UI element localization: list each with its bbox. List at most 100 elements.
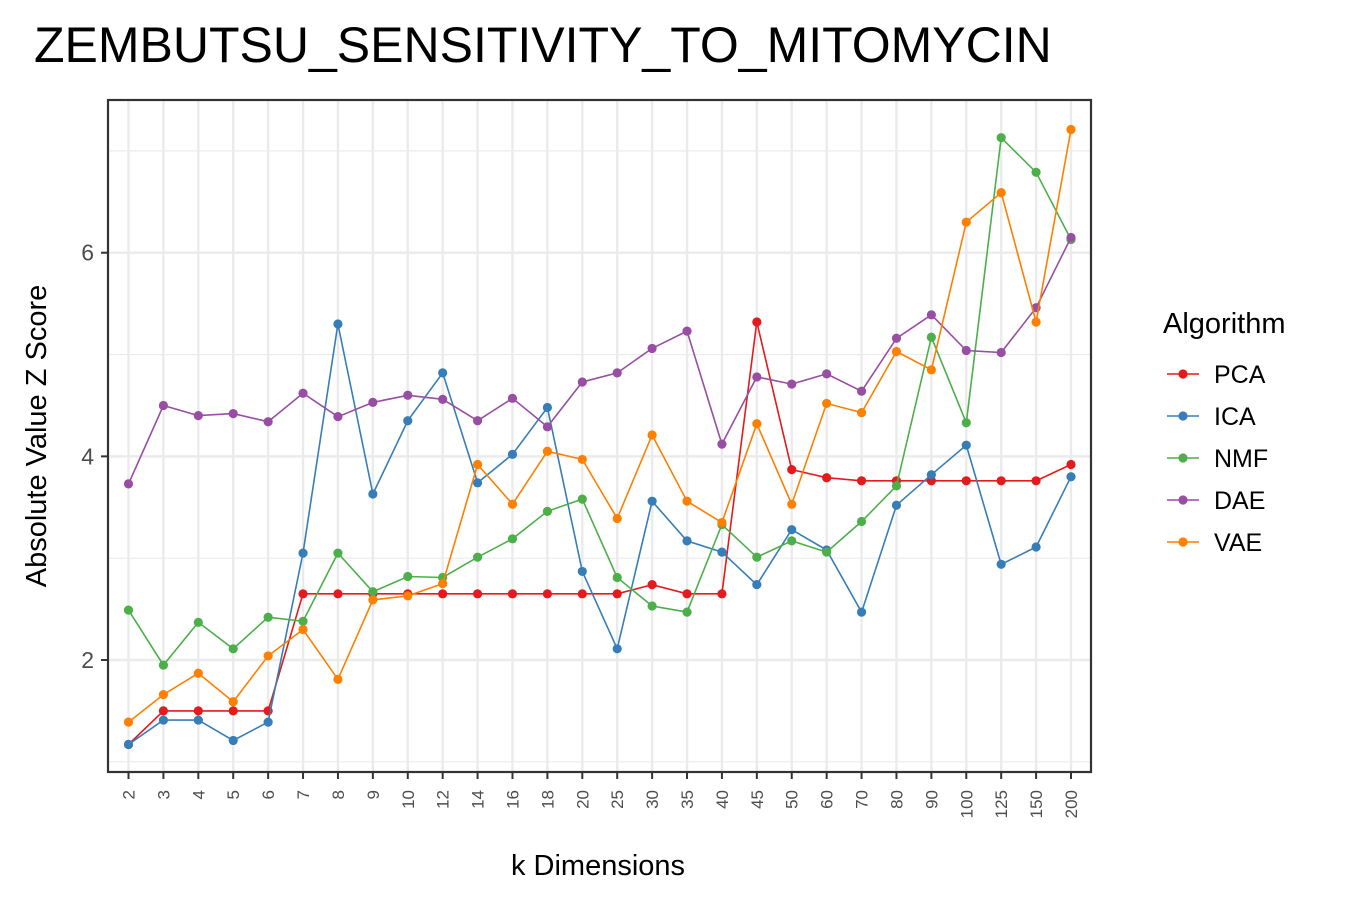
- data-point-ica: [507, 449, 518, 459]
- data-point-ica: [1066, 472, 1076, 482]
- data-point-nmf: [263, 612, 273, 622]
- series-lines: [123, 124, 1076, 750]
- data-point-dae: [228, 409, 238, 419]
- y-axis-title: Absolute Value Z Score: [21, 285, 53, 588]
- data-point-ica: [158, 715, 169, 725]
- data-point-nmf: [787, 536, 797, 546]
- data-point-ica: [926, 470, 936, 480]
- series-line-nmf: [127, 135, 1072, 667]
- legend-item-vae: VAE: [1167, 529, 1262, 557]
- data-point-nmf: [856, 516, 867, 527]
- x-tick-label: 200: [1062, 790, 1081, 818]
- data-point-pca: [717, 589, 727, 599]
- data-point-vae: [926, 365, 936, 375]
- data-point-ica: [961, 440, 971, 450]
- data-point-ica: [996, 559, 1006, 569]
- data-point-nmf: [682, 607, 692, 617]
- data-point-dae: [403, 390, 413, 400]
- legend-label: ICA: [1214, 403, 1256, 431]
- data-point-nmf: [612, 572, 622, 583]
- data-point-pca: [682, 589, 692, 599]
- data-point-nmf: [891, 481, 902, 491]
- data-point-vae: [298, 624, 308, 635]
- data-point-dae: [996, 347, 1006, 358]
- data-point-vae: [717, 517, 727, 528]
- legend-item-dae: DAE: [1167, 487, 1265, 515]
- data-point-pca: [333, 589, 343, 599]
- legend-item-ica: ICA: [1167, 403, 1256, 431]
- data-point-vae: [647, 430, 657, 440]
- data-point-pca: [438, 589, 448, 599]
- x-tick-label: 14: [469, 790, 488, 809]
- data-point-vae: [752, 419, 762, 429]
- data-point-pca: [1066, 459, 1076, 470]
- data-point-dae: [926, 310, 936, 320]
- data-point-dae: [507, 393, 518, 403]
- legend-label: NMF: [1214, 445, 1268, 473]
- legend-item-nmf: NMF: [1167, 445, 1268, 473]
- data-point-nmf: [158, 660, 169, 670]
- x-tick-label: 35: [678, 790, 697, 809]
- data-point-ica: [682, 536, 692, 546]
- legend-key-point: [1178, 453, 1188, 463]
- data-point-pca: [822, 473, 832, 483]
- data-point-vae: [368, 595, 378, 605]
- legend: Algorithm PCA ICA NMF DAE VAE: [1163, 308, 1286, 557]
- data-point-ica: [123, 739, 134, 750]
- data-point-nmf: [472, 552, 483, 562]
- data-point-pca: [542, 589, 552, 599]
- legend-label: VAE: [1214, 529, 1262, 557]
- data-point-pca: [961, 476, 971, 486]
- series-line-dae: [127, 237, 1072, 485]
- data-point-vae: [123, 717, 134, 727]
- x-tick-label: 10: [399, 790, 418, 809]
- data-point-dae: [961, 345, 971, 356]
- data-point-dae: [333, 412, 343, 422]
- data-point-dae: [298, 388, 308, 398]
- series-line-ica: [128, 323, 1072, 746]
- data-point-nmf: [403, 571, 413, 582]
- data-point-nmf: [298, 616, 308, 626]
- data-point-vae: [787, 499, 797, 509]
- data-point-ica: [891, 500, 902, 510]
- data-point-dae: [472, 416, 483, 426]
- data-point-ica: [542, 402, 552, 413]
- data-point-vae: [403, 591, 413, 601]
- series-line-vae: [128, 129, 1072, 723]
- x-tick-label: 150: [1027, 790, 1046, 818]
- data-point-vae: [438, 579, 448, 589]
- data-point-vae: [996, 188, 1006, 198]
- data-point-pca: [1031, 476, 1041, 486]
- x-tick-label: 45: [748, 790, 767, 809]
- data-point-ica: [752, 580, 762, 590]
- data-point-dae: [158, 400, 169, 411]
- x-tick-label: 100: [957, 790, 976, 818]
- data-point-pca: [996, 476, 1006, 486]
- data-point-pca: [158, 706, 169, 716]
- data-point-dae: [822, 369, 832, 379]
- data-point-vae: [333, 674, 343, 684]
- data-point-ica: [438, 368, 448, 378]
- data-point-vae: [612, 513, 622, 524]
- data-point-ica: [298, 548, 308, 558]
- legend-key-point: [1178, 411, 1188, 421]
- data-point-nmf: [368, 587, 378, 597]
- series-vae: [123, 124, 1076, 727]
- legend-key-point: [1178, 369, 1188, 379]
- data-point-vae: [263, 651, 273, 661]
- data-point-pca: [612, 589, 622, 599]
- legend-key-point: [1178, 495, 1188, 505]
- x-tick-label: 20: [573, 790, 592, 809]
- data-point-pca: [298, 589, 308, 599]
- x-tick-label: 50: [783, 790, 802, 809]
- data-point-pca: [856, 476, 867, 486]
- data-point-vae: [682, 496, 692, 506]
- data-point-vae: [228, 697, 238, 707]
- data-point-dae: [123, 479, 134, 489]
- x-tick-label: 18: [538, 790, 557, 809]
- x-tick-label: 12: [434, 790, 453, 809]
- data-point-dae: [682, 326, 692, 336]
- data-point-nmf: [333, 548, 343, 558]
- data-point-pca: [577, 589, 587, 599]
